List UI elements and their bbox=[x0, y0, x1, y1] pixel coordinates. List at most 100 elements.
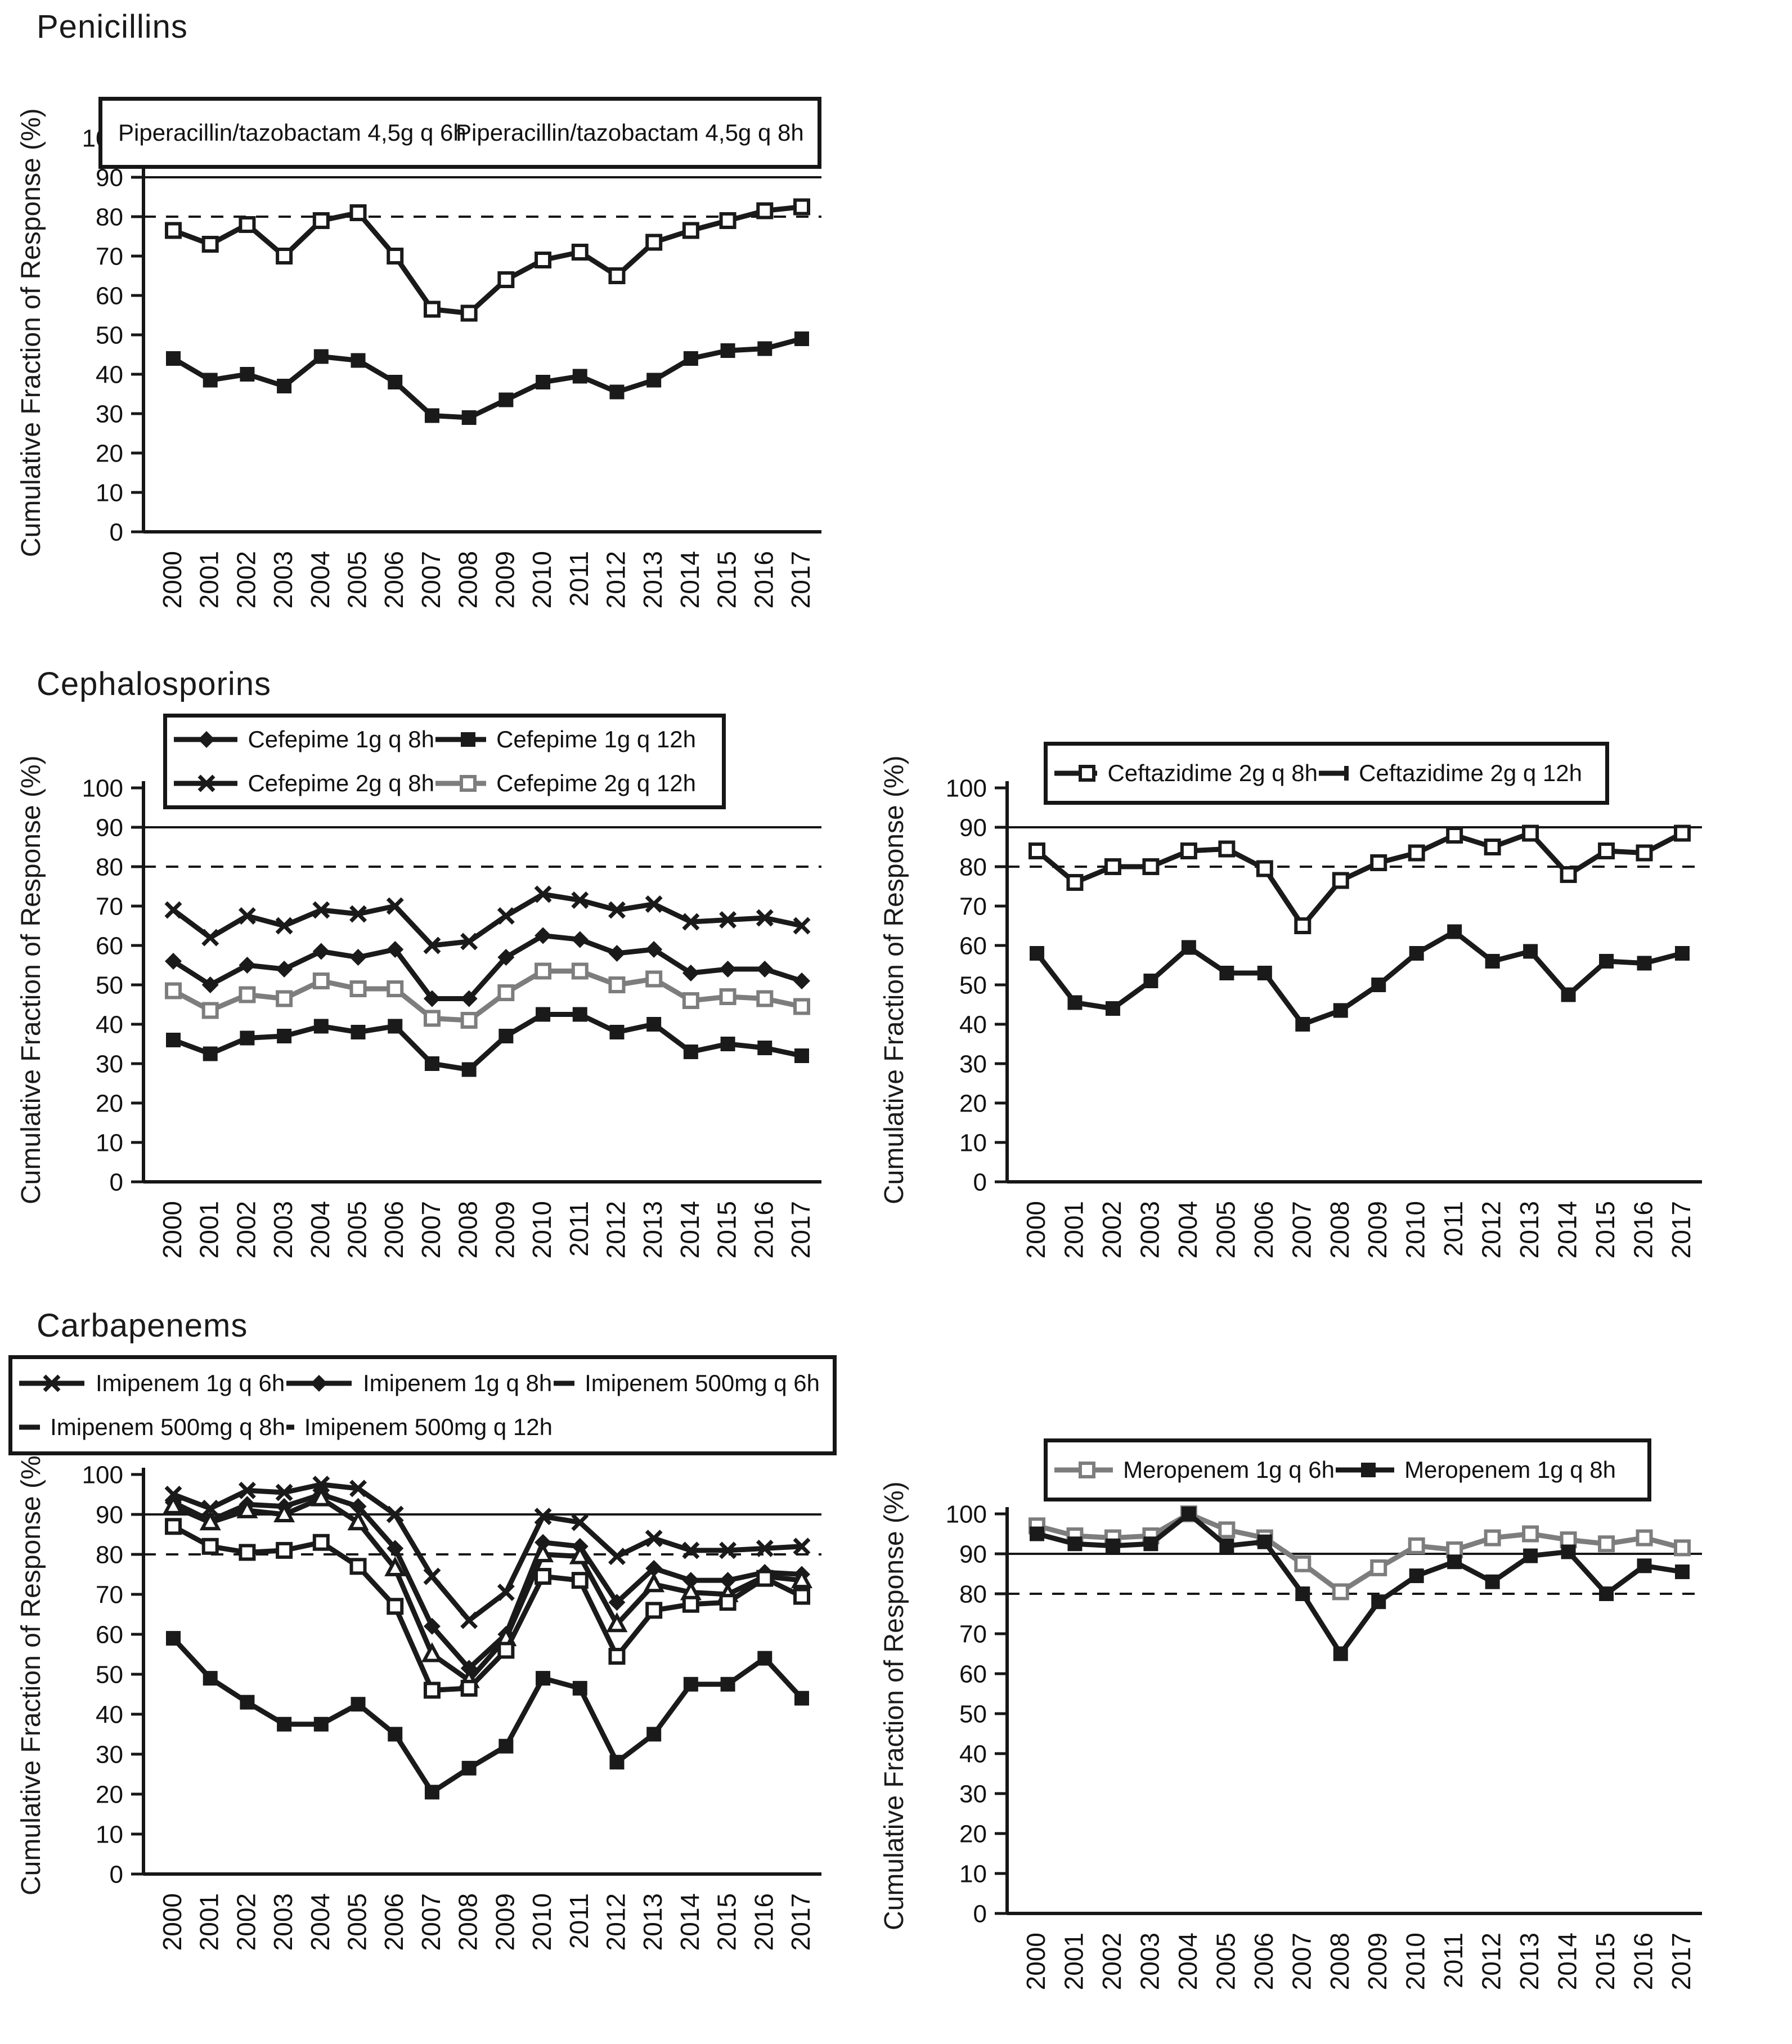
x-tick-label: 2013 bbox=[638, 1201, 667, 1258]
cefepime-series bbox=[165, 962, 810, 1029]
y-tick-label: 70 bbox=[96, 893, 123, 920]
open-square-icon bbox=[1054, 1462, 1113, 1478]
y-tick-label: 30 bbox=[96, 1741, 123, 1768]
legend-item: Cefepime 1g q 8h bbox=[173, 718, 434, 761]
y-tick-label: 60 bbox=[959, 1660, 987, 1688]
x-tick-label: 2005 bbox=[343, 1201, 372, 1258]
x-tick-label: 2003 bbox=[268, 551, 298, 608]
x-tick-label: 2009 bbox=[490, 1201, 519, 1258]
x-tick-label: 2013 bbox=[638, 551, 667, 608]
x-tick-label: 2010 bbox=[1401, 1933, 1430, 1990]
x-tick-label: 2015 bbox=[1591, 1201, 1620, 1258]
legend-item: Imipenem 1g q 8h bbox=[285, 1361, 553, 1405]
x-tick-label: 2010 bbox=[527, 1201, 556, 1258]
x-tick-label: 2016 bbox=[1629, 1933, 1658, 1990]
x-tick-label: 2016 bbox=[1629, 1201, 1658, 1258]
legend-label: Cefepime 1g q 8h bbox=[248, 726, 434, 752]
legend-label: Cefepime 1g q 12h bbox=[496, 726, 696, 752]
x-tick-label: 2011 bbox=[1439, 1201, 1468, 1257]
cefepime-series bbox=[165, 927, 810, 1007]
x-tick-label: 2004 bbox=[306, 551, 335, 608]
y-tick-label: 80 bbox=[96, 853, 123, 881]
x-tick-label: 2016 bbox=[749, 551, 778, 608]
y-tick-label: 30 bbox=[959, 1780, 987, 1808]
x-tick-label: 2007 bbox=[416, 1201, 446, 1258]
y-tick-label: 50 bbox=[96, 1661, 123, 1688]
x-tick-label: 2015 bbox=[712, 1201, 742, 1258]
filled-diamond-icon bbox=[286, 1375, 352, 1392]
x-tick-label: 2010 bbox=[1401, 1201, 1430, 1258]
x-tick-label: 2014 bbox=[1553, 1933, 1582, 1990]
x-tick-label: 2003 bbox=[1135, 1933, 1164, 1990]
y-tick-label: 80 bbox=[959, 1580, 987, 1608]
x-tick-label: 2007 bbox=[416, 551, 446, 608]
legend-item: Piperacillin/tazobactam 4,5g q 8h bbox=[446, 111, 804, 155]
x-tick-label: 2014 bbox=[675, 1201, 704, 1258]
x-tick-label: 2013 bbox=[638, 1893, 667, 1951]
y-tick-label: 40 bbox=[959, 1740, 987, 1768]
x-tick-label: 2011 bbox=[1439, 1933, 1468, 1988]
cefepime-series bbox=[166, 1007, 809, 1077]
legend-label: Ceftazidime 2g q 12h bbox=[1359, 760, 1582, 786]
cefepime-series bbox=[164, 885, 811, 954]
x-tick-label: 2009 bbox=[1363, 1933, 1392, 1990]
y-tick-label: 70 bbox=[959, 893, 987, 920]
legend-label: Imipenem 500mg q 8h bbox=[50, 1414, 285, 1440]
x-tick-label: 2005 bbox=[1211, 1933, 1240, 1990]
x-tick-label: 2007 bbox=[1287, 1933, 1316, 1990]
x-tick-label: 2003 bbox=[268, 1893, 298, 1951]
imipenem-series bbox=[162, 1486, 813, 1688]
imipenem-series bbox=[164, 1476, 811, 1629]
meropenem-legend: Meropenem 1g q 6h Meropenem 1g q 8h bbox=[1044, 1438, 1651, 1501]
y-tick-label: 0 bbox=[110, 1168, 123, 1196]
legend-item: Meropenem 1g q 8h bbox=[1335, 1448, 1616, 1492]
legend-label: Imipenem 1g q 6h bbox=[96, 1370, 285, 1396]
x-tick-label: 2002 bbox=[231, 1201, 261, 1258]
legend-item: Ceftazidime 2g q 12h bbox=[1318, 751, 1582, 795]
x-tick-label: 2006 bbox=[379, 1201, 408, 1258]
x-tick-label: 2008 bbox=[1325, 1201, 1354, 1258]
x-tick-label: 2007 bbox=[416, 1893, 446, 1951]
cefepime-chart: 0 10 20 30 40 50 60 70 80 90 100 2000 2001 2002 2003 20… bbox=[82, 774, 821, 1258]
x-tick-label: 2000 bbox=[158, 1201, 187, 1258]
filled-square-icon bbox=[435, 732, 487, 747]
x-tick-label: 2012 bbox=[601, 1893, 630, 1951]
x-tick-label: 2011 bbox=[564, 551, 594, 607]
y-tick-label: 50 bbox=[959, 971, 987, 999]
y-tick-label: 100 bbox=[82, 1461, 123, 1489]
y-tick-label: 90 bbox=[959, 1540, 987, 1568]
y-tick-label: 0 bbox=[973, 1168, 987, 1196]
legend-label: Cefepime 2g q 8h bbox=[248, 770, 434, 796]
y-tick-label: 40 bbox=[96, 361, 123, 388]
meropenem-series bbox=[1030, 1507, 1690, 1661]
y-tick-label: 10 bbox=[959, 1129, 987, 1157]
ceftazidime-series bbox=[1029, 824, 1691, 934]
legend-item: Meropenem 1g q 6h bbox=[1053, 1448, 1335, 1492]
section-title-cephalosporins: Cephalosporins bbox=[37, 666, 272, 702]
x-tick-label: 2012 bbox=[601, 551, 630, 608]
y-tick-label: 0 bbox=[973, 1900, 987, 1928]
x-tick-label: 2008 bbox=[1325, 1933, 1354, 1990]
y-tick-label: 80 bbox=[959, 853, 987, 881]
x-tick-label: 2011 bbox=[564, 1893, 594, 1949]
x-tick-label: 2017 bbox=[786, 551, 815, 608]
ceftazidime-chart: 0 10 20 30 40 50 60 70 80 90 100 2000 2001 2002 2003 20… bbox=[946, 774, 1702, 1258]
x-tick-label: 2007 bbox=[1287, 1201, 1316, 1258]
legend-label: Imipenem 500mg q 12h bbox=[304, 1414, 553, 1440]
meropenem-chart: 0 10 20 30 40 50 60 70 80 90 100 2000 2001 2002 2003 20… bbox=[946, 1500, 1702, 1990]
x-tick-label: 2004 bbox=[1173, 1933, 1202, 1990]
legend-item: Cefepime 2g q 12h bbox=[434, 761, 696, 805]
y-tick-label: 20 bbox=[959, 1820, 987, 1848]
x-tick-label: 2014 bbox=[675, 1893, 704, 1951]
x-tick-label: 2003 bbox=[268, 1201, 298, 1258]
open-square-icon bbox=[19, 1424, 41, 1430]
x-cross-icon bbox=[19, 1374, 84, 1392]
y-tick-label: 100 bbox=[82, 774, 123, 802]
y-tick-label: 20 bbox=[96, 440, 123, 467]
x-tick-label: 2013 bbox=[1515, 1201, 1544, 1258]
x-tick-label: 2008 bbox=[453, 1201, 483, 1258]
x-tick-label: 2002 bbox=[1097, 1201, 1126, 1258]
filled-diamond-icon bbox=[174, 731, 238, 748]
section-title-carbapenems: Carbapenems bbox=[37, 1307, 248, 1344]
